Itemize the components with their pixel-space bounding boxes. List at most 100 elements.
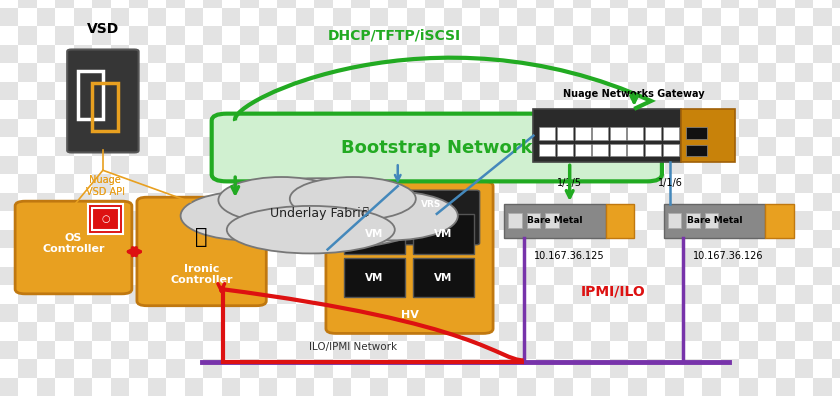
Ellipse shape <box>227 206 395 253</box>
Bar <box>277 211 296 230</box>
Bar <box>665 267 684 285</box>
Ellipse shape <box>202 178 437 249</box>
Bar <box>351 359 370 377</box>
Bar <box>0 267 18 285</box>
Bar <box>203 174 222 193</box>
Bar <box>554 193 573 211</box>
Bar <box>610 0 628 8</box>
Bar <box>573 27 591 45</box>
Text: 10.167.36.125: 10.167.36.125 <box>533 251 605 261</box>
Bar <box>351 211 370 230</box>
Bar <box>370 8 388 27</box>
Bar <box>536 137 554 156</box>
Bar <box>480 8 499 27</box>
Bar <box>203 285 222 304</box>
Bar <box>148 230 166 248</box>
Bar <box>536 285 554 304</box>
Bar <box>78 71 103 119</box>
Bar <box>665 230 684 248</box>
Bar <box>18 359 37 377</box>
Bar <box>259 119 277 137</box>
Bar <box>684 137 702 156</box>
Bar <box>628 8 647 27</box>
Bar <box>536 211 554 230</box>
Bar <box>92 174 111 193</box>
Bar <box>536 63 554 82</box>
Bar <box>240 63 259 82</box>
Bar <box>18 322 37 341</box>
Bar <box>462 137 480 156</box>
Bar <box>776 267 795 285</box>
Bar <box>55 63 74 82</box>
Bar <box>776 8 795 27</box>
Bar <box>610 211 628 230</box>
Bar <box>832 0 840 8</box>
FancyBboxPatch shape <box>339 190 480 245</box>
Bar <box>222 82 240 100</box>
Bar <box>444 193 462 211</box>
Bar <box>222 267 240 285</box>
Bar <box>536 27 554 45</box>
Bar <box>499 174 517 193</box>
Bar <box>462 248 480 267</box>
Bar <box>240 137 259 156</box>
Bar <box>517 230 536 248</box>
Bar <box>444 156 462 174</box>
Bar <box>499 359 517 377</box>
Bar <box>462 359 480 377</box>
Bar <box>92 83 118 131</box>
Bar <box>277 27 296 45</box>
Bar <box>259 156 277 174</box>
Bar <box>111 230 129 248</box>
Bar <box>536 174 554 193</box>
Bar <box>413 214 474 254</box>
Text: Nuage
VSD API: Nuage VSD API <box>86 175 124 197</box>
Text: OS
Controller: OS Controller <box>42 233 105 254</box>
Bar <box>536 322 554 341</box>
Bar <box>259 45 277 63</box>
Bar <box>684 174 702 193</box>
Bar <box>499 63 517 82</box>
Bar <box>74 82 92 100</box>
Text: Bare Metal: Bare Metal <box>686 216 742 225</box>
Bar <box>314 359 333 377</box>
Ellipse shape <box>290 177 416 221</box>
Bar <box>444 230 462 248</box>
Bar <box>504 204 606 238</box>
Bar <box>37 119 55 137</box>
Bar <box>74 156 92 174</box>
Bar <box>333 341 351 359</box>
Bar <box>758 137 776 156</box>
Bar <box>813 341 832 359</box>
Bar <box>37 45 55 63</box>
Bar <box>351 63 370 82</box>
Bar <box>333 82 351 100</box>
Bar <box>74 193 92 211</box>
Bar <box>407 8 425 27</box>
Bar <box>296 377 314 396</box>
Text: Underlay Fabric: Underlay Fabric <box>270 208 368 220</box>
Bar <box>444 377 462 396</box>
Bar <box>686 127 707 139</box>
Bar <box>591 230 610 248</box>
Bar <box>702 267 721 285</box>
Bar <box>832 174 840 193</box>
Bar <box>148 304 166 322</box>
Bar <box>517 193 536 211</box>
Bar <box>758 211 776 230</box>
Bar <box>129 63 148 82</box>
Bar <box>462 100 480 119</box>
Bar <box>370 304 388 322</box>
Bar <box>627 127 643 140</box>
Bar <box>702 45 721 63</box>
Bar <box>333 304 351 322</box>
Bar <box>647 211 665 230</box>
Bar <box>55 248 74 267</box>
Bar <box>795 63 813 82</box>
Bar <box>684 63 702 82</box>
Bar <box>721 359 739 377</box>
Text: VM: VM <box>434 229 453 239</box>
Bar <box>92 27 111 45</box>
Bar <box>702 377 721 396</box>
Bar <box>259 8 277 27</box>
